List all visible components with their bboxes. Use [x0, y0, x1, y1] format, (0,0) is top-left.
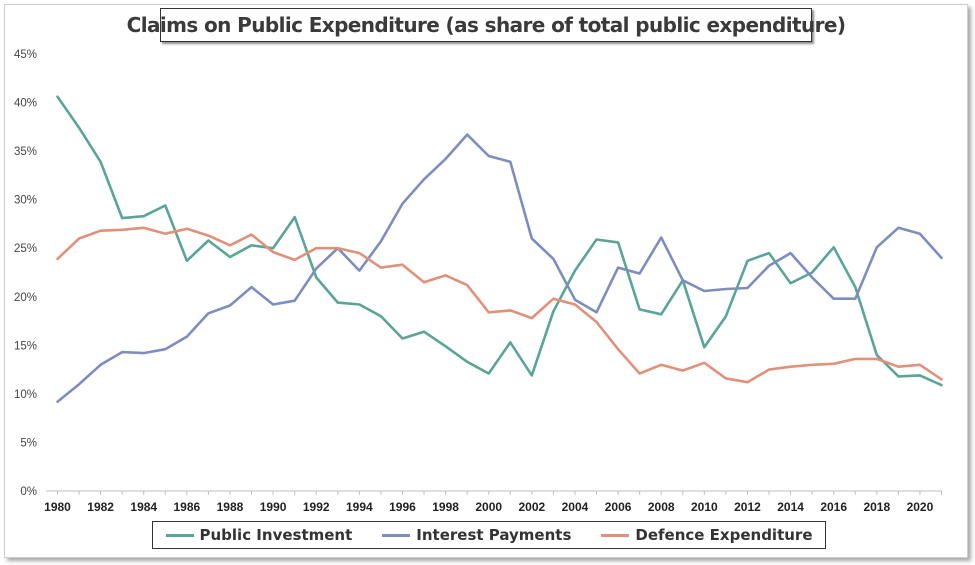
- series-line-defence-expenditure: [56, 226, 943, 384]
- y-tick-label: 5%: [20, 437, 37, 449]
- legend-label: Defence Expenditure: [635, 526, 813, 544]
- x-tick-label: 2008: [648, 500, 675, 514]
- x-tick-label: 2010: [691, 500, 718, 514]
- x-tick-label: 2004: [562, 500, 589, 514]
- y-tick-label: 10%: [14, 389, 37, 401]
- x-tick-label: 1988: [217, 500, 244, 514]
- x-tick-label: 2000: [475, 500, 502, 514]
- y-tick-label: 40%: [14, 98, 37, 110]
- x-tick-label: 2018: [863, 500, 890, 514]
- x-tick-label: 2014: [777, 500, 804, 514]
- legend-item-public-investment: Public Investment: [165, 526, 353, 544]
- x-tick-label: 1992: [303, 500, 330, 514]
- legend-item-defence-expenditure: Defence Expenditure: [601, 526, 813, 544]
- y-tick-label: 15%: [14, 340, 37, 352]
- legend-swatch: [601, 533, 630, 537]
- x-tick-label: 1990: [260, 500, 287, 514]
- y-tick-label: 25%: [14, 243, 37, 255]
- series-line-interest-payments: [56, 133, 943, 404]
- y-tick-label: 45%: [14, 49, 37, 61]
- x-tick-label: 2020: [907, 500, 934, 514]
- x-tick-label: 1986: [174, 500, 201, 514]
- y-tick-label: 20%: [14, 292, 37, 304]
- x-tick-label: 2002: [518, 500, 545, 514]
- chart-title: Claims on Public Expenditure (as share o…: [126, 13, 846, 37]
- y-tick-label: 35%: [14, 146, 37, 158]
- legend-swatch: [382, 533, 411, 537]
- chart-frame: [4, 4, 968, 558]
- y-tick-label: 30%: [14, 195, 37, 207]
- x-tick-label: 1980: [44, 500, 71, 514]
- x-tick-label: 2016: [820, 500, 847, 514]
- x-tick-label: 2006: [605, 500, 632, 514]
- x-tick-label: 1984: [130, 500, 157, 514]
- legend-label: Interest Payments: [416, 526, 572, 544]
- x-tick-label: 1994: [346, 500, 373, 514]
- legend-swatch: [165, 533, 194, 537]
- chart-title-box: Claims on Public Expenditure (as share o…: [127, 8, 846, 42]
- chart-legend: Public Investment Interest Payments Defenc…: [152, 521, 826, 549]
- x-tick-label: 2012: [734, 500, 761, 514]
- x-tick-label: 1982: [87, 500, 114, 514]
- x-tick-label: 1996: [389, 500, 416, 514]
- legend-item-interest-payments: Interest Payments: [382, 526, 571, 544]
- x-tick-label: 1998: [432, 500, 459, 514]
- y-tick-label: 0%: [20, 486, 37, 498]
- legend-label: Public Investment: [199, 526, 353, 544]
- series-line-public-investment: [56, 95, 943, 387]
